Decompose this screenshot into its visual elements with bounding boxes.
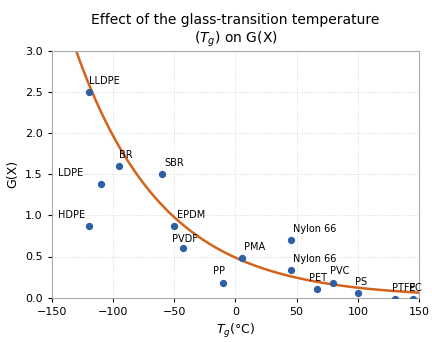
Point [85,90,92,95]
Text: PVDF: PVDF [172,234,198,244]
Point [287,237,294,243]
Point [238,255,245,261]
Point [179,246,186,251]
Text: PC: PC [409,282,422,293]
Text: Nylon 66: Nylon 66 [293,254,337,264]
Text: HDPE: HDPE [58,210,85,220]
Text: PMA: PMA [244,241,265,252]
Text: EPDM: EPDM [177,210,205,220]
Point [85,223,92,229]
Text: PP: PP [213,266,226,276]
Text: PTFE: PTFE [392,282,416,293]
Text: Nylon 66: Nylon 66 [293,224,337,234]
Text: PS: PS [356,277,368,287]
Title: Effect of the glass-transition temperature
($T_g$) on G(X): Effect of the glass-transition temperatu… [91,13,380,49]
Point [354,291,361,296]
Point [97,182,104,187]
Point [171,223,178,229]
Text: PET: PET [309,273,327,283]
Point [410,297,416,302]
Text: SBR: SBR [165,158,184,168]
Point [314,287,321,292]
X-axis label: $T_g$(°C): $T_g$(°C) [216,322,255,340]
Text: LLDPE: LLDPE [89,76,119,86]
Y-axis label: G(X): G(X) [6,160,19,188]
Text: BR: BR [119,150,133,160]
Point [159,172,165,177]
Point [116,163,123,169]
Point [330,280,337,286]
Point [391,297,398,302]
Text: LDPE: LDPE [58,168,83,178]
Text: PVC: PVC [330,266,349,276]
Point [287,268,294,273]
Point [220,280,227,286]
